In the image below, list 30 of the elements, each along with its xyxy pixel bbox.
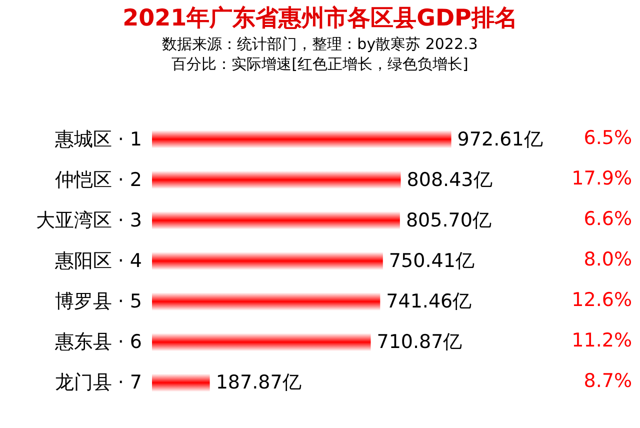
bar bbox=[152, 252, 383, 270]
data-label: 972.61亿 bbox=[457, 128, 543, 150]
bar bbox=[152, 292, 380, 311]
data-label: 710.87亿 bbox=[376, 331, 462, 354]
text: 6.6% bbox=[584, 208, 632, 230]
y-tick-label: 惠东县 · 6 bbox=[54, 331, 142, 354]
bar bbox=[152, 374, 210, 392]
chart-subtitle: 数据来源：统计部门，整理：by散寒苏 2022.3 百分比：实际增速[红色正增长，绿色负增长] bbox=[162, 35, 478, 73]
text: 17.9% bbox=[572, 167, 632, 190]
y-tick-label: 惠城区 · 1 bbox=[54, 128, 142, 150]
chart-title: 2021年广东省惠州市各区县GDP排名 bbox=[122, 4, 518, 32]
bar bbox=[152, 333, 371, 352]
data-label: 750.41亿 bbox=[388, 250, 474, 272]
text: 8.0% bbox=[584, 248, 632, 270]
text: 12.6% bbox=[572, 289, 632, 312]
y-tick-label: 惠阳区 · 4 bbox=[54, 250, 142, 272]
y-tick-label: 仲恺区 · 2 bbox=[54, 168, 142, 191]
data-label: 187.87亿 bbox=[216, 372, 302, 394]
bar bbox=[152, 170, 401, 189]
data-label: 805.70亿 bbox=[406, 209, 492, 232]
data-label: 741.46亿 bbox=[386, 290, 472, 313]
data-label: 808.43亿 bbox=[406, 168, 492, 191]
y-tick-label: 博罗县 · 5 bbox=[54, 290, 142, 313]
bar bbox=[152, 130, 452, 148]
text: 6.5% bbox=[584, 126, 632, 149]
text: 11.2% bbox=[572, 330, 632, 352]
y-tick-label: 大亚湾区 · 3 bbox=[36, 209, 142, 232]
text: 8.7% bbox=[584, 370, 632, 392]
y-tick-label: 龙门县 · 7 bbox=[54, 372, 142, 394]
bar bbox=[152, 211, 400, 230]
